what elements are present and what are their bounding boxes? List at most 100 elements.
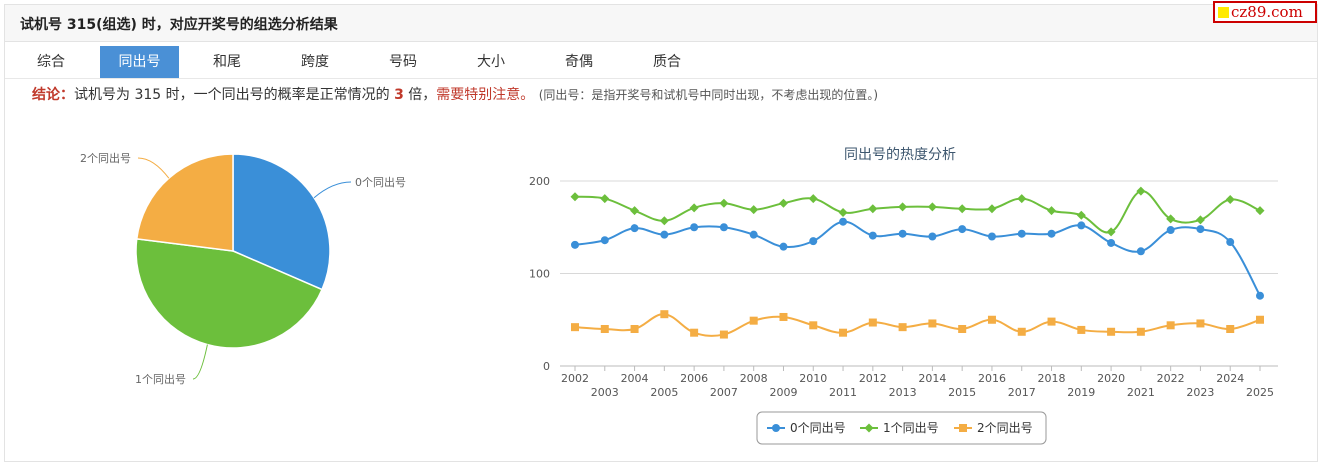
pie-label-1: 1个同出号: [135, 372, 186, 386]
tab-number[interactable]: 号码: [389, 54, 417, 70]
series-1-point-19[interactable]: [1136, 186, 1146, 196]
x-tick-label-16: 2018: [1038, 372, 1066, 385]
series-1-point-5[interactable]: [719, 198, 729, 208]
series-0-point-8[interactable]: [809, 237, 818, 246]
tab-sum-tail[interactable]: 和尾: [213, 54, 241, 70]
series-2-point-20[interactable]: [1166, 321, 1175, 330]
logo-square-icon: [1218, 7, 1229, 18]
tab-same-number[interactable]: 同出号: [100, 46, 179, 78]
tab-size[interactable]: 大小: [477, 54, 505, 70]
series-0-point-16[interactable]: [1047, 229, 1056, 238]
series-1-point-3[interactable]: [659, 216, 669, 226]
series-0-point-22[interactable]: [1226, 238, 1235, 247]
tab-span[interactable]: 跨度: [301, 54, 329, 70]
series-2-point-23[interactable]: [1256, 315, 1264, 324]
series-1-point-13[interactable]: [957, 204, 967, 214]
pie-slice-2[interactable]: [135, 153, 234, 252]
series-2-point-14[interactable]: [987, 315, 996, 324]
series-2-point-17[interactable]: [1077, 325, 1086, 334]
series-2-point-5[interactable]: [719, 330, 728, 339]
series-1-point-12[interactable]: [927, 202, 937, 212]
series-2-point-3[interactable]: [660, 310, 669, 319]
x-tick-label-21: 2023: [1186, 386, 1214, 399]
legend-item-1[interactable]: 1个同出号: [860, 421, 939, 435]
series-1-point-9[interactable]: [838, 207, 848, 217]
series-1-point-1[interactable]: [600, 194, 610, 204]
series-2-point-8[interactable]: [809, 321, 818, 330]
series-2-point-6[interactable]: [749, 316, 758, 325]
series-1-point-23[interactable]: [1255, 206, 1265, 216]
series-2-point-7[interactable]: [779, 312, 788, 321]
series-1-point-8[interactable]: [808, 194, 818, 204]
series-0-point-20[interactable]: [1166, 226, 1175, 235]
pie-label-2: 2个同出号: [80, 151, 131, 165]
series-0-point-9[interactable]: [839, 217, 848, 226]
series-1-point-4[interactable]: [689, 203, 699, 213]
pie-connector-1: [192, 344, 208, 380]
chart-legend: 0个同出号 1个同出号 2个同出号: [756, 411, 1047, 445]
tab-summary[interactable]: 综合: [37, 54, 65, 70]
series-1-point-2[interactable]: [630, 206, 640, 216]
series-0-point-2[interactable]: [630, 224, 639, 233]
series-1-point-7[interactable]: [778, 198, 788, 208]
series-0-point-17[interactable]: [1077, 221, 1086, 230]
series-0-point-21[interactable]: [1196, 225, 1205, 234]
series-2-point-16[interactable]: [1047, 317, 1056, 326]
series-0-point-19[interactable]: [1136, 247, 1145, 256]
series-1-point-21[interactable]: [1195, 215, 1205, 225]
tab-odd-even[interactable]: 奇偶: [565, 54, 593, 70]
series-0-point-7[interactable]: [779, 242, 788, 251]
series-0-point-18[interactable]: [1107, 238, 1116, 247]
series-0-point-6[interactable]: [749, 230, 758, 239]
series-0-point-4[interactable]: [690, 223, 699, 232]
series-2-point-21[interactable]: [1196, 319, 1205, 328]
series-2-point-0[interactable]: [571, 323, 579, 332]
series-0-point-3[interactable]: [660, 230, 669, 239]
series-2-point-22[interactable]: [1226, 325, 1235, 333]
series-1-point-10[interactable]: [868, 204, 878, 214]
series-2-point-18[interactable]: [1107, 327, 1116, 336]
tab-bar: 综合 同出号 和尾 跨度 号码 大小 奇偶 质合: [5, 42, 1317, 79]
x-tick-label-6: 2008: [740, 372, 768, 385]
series-0-point-11[interactable]: [898, 229, 907, 238]
series-0-point-5[interactable]: [719, 223, 728, 232]
x-tick-label-22: 2024: [1216, 372, 1244, 385]
conclusion-line: 结论：试机号为 315 时，一个同出号的概率是正常情况的 3 倍，需要特别注意。…: [32, 84, 878, 104]
series-1-point-15[interactable]: [1017, 194, 1027, 204]
series-1-point-22[interactable]: [1225, 195, 1235, 204]
series-1-point-17[interactable]: [1076, 210, 1086, 220]
pie-connector-2: [137, 157, 170, 179]
tab-prime-composite[interactable]: 质合: [653, 54, 681, 70]
series-1-point-14[interactable]: [987, 204, 997, 214]
pie-slice-0[interactable]: [232, 153, 331, 291]
series-1-point-18[interactable]: [1106, 227, 1116, 237]
series-2-point-2[interactable]: [630, 325, 639, 333]
series-2-point-1[interactable]: [600, 325, 609, 333]
series-1-point-20[interactable]: [1166, 214, 1176, 224]
series-0-point-0[interactable]: [571, 240, 579, 249]
series-2-point-12[interactable]: [928, 319, 937, 328]
x-tick-label-9: 2011: [829, 386, 857, 399]
series-0-point-23[interactable]: [1256, 291, 1264, 300]
series-1-point-6[interactable]: [749, 205, 759, 215]
legend-item-2[interactable]: 2个同出号: [954, 421, 1033, 435]
series-2-point-10[interactable]: [868, 318, 877, 327]
series-2-point-13[interactable]: [958, 325, 967, 333]
series-1-point-11[interactable]: [898, 202, 908, 212]
legend-item-0[interactable]: 0个同出号: [767, 421, 846, 435]
series-2-point-4[interactable]: [690, 328, 699, 337]
series-0-point-13[interactable]: [958, 225, 967, 234]
series-0-point-15[interactable]: [1017, 229, 1026, 238]
series-0-point-1[interactable]: [600, 236, 609, 245]
series-2-point-15[interactable]: [1017, 327, 1026, 336]
series-0-point-10[interactable]: [868, 231, 877, 240]
series-2-point-9[interactable]: [839, 328, 848, 337]
series-0-point-14[interactable]: [987, 232, 996, 241]
series-2-point-19[interactable]: [1136, 327, 1145, 336]
series-1-point-0[interactable]: [570, 192, 580, 202]
series-1-point-16[interactable]: [1047, 206, 1057, 216]
series-2-point-11[interactable]: [898, 323, 907, 332]
line-chart: 同出号的热度分析01002002002200320042005200620072…: [529, 147, 1278, 445]
series-0-point-12[interactable]: [928, 232, 937, 241]
pie-slice-1[interactable]: [135, 238, 324, 349]
